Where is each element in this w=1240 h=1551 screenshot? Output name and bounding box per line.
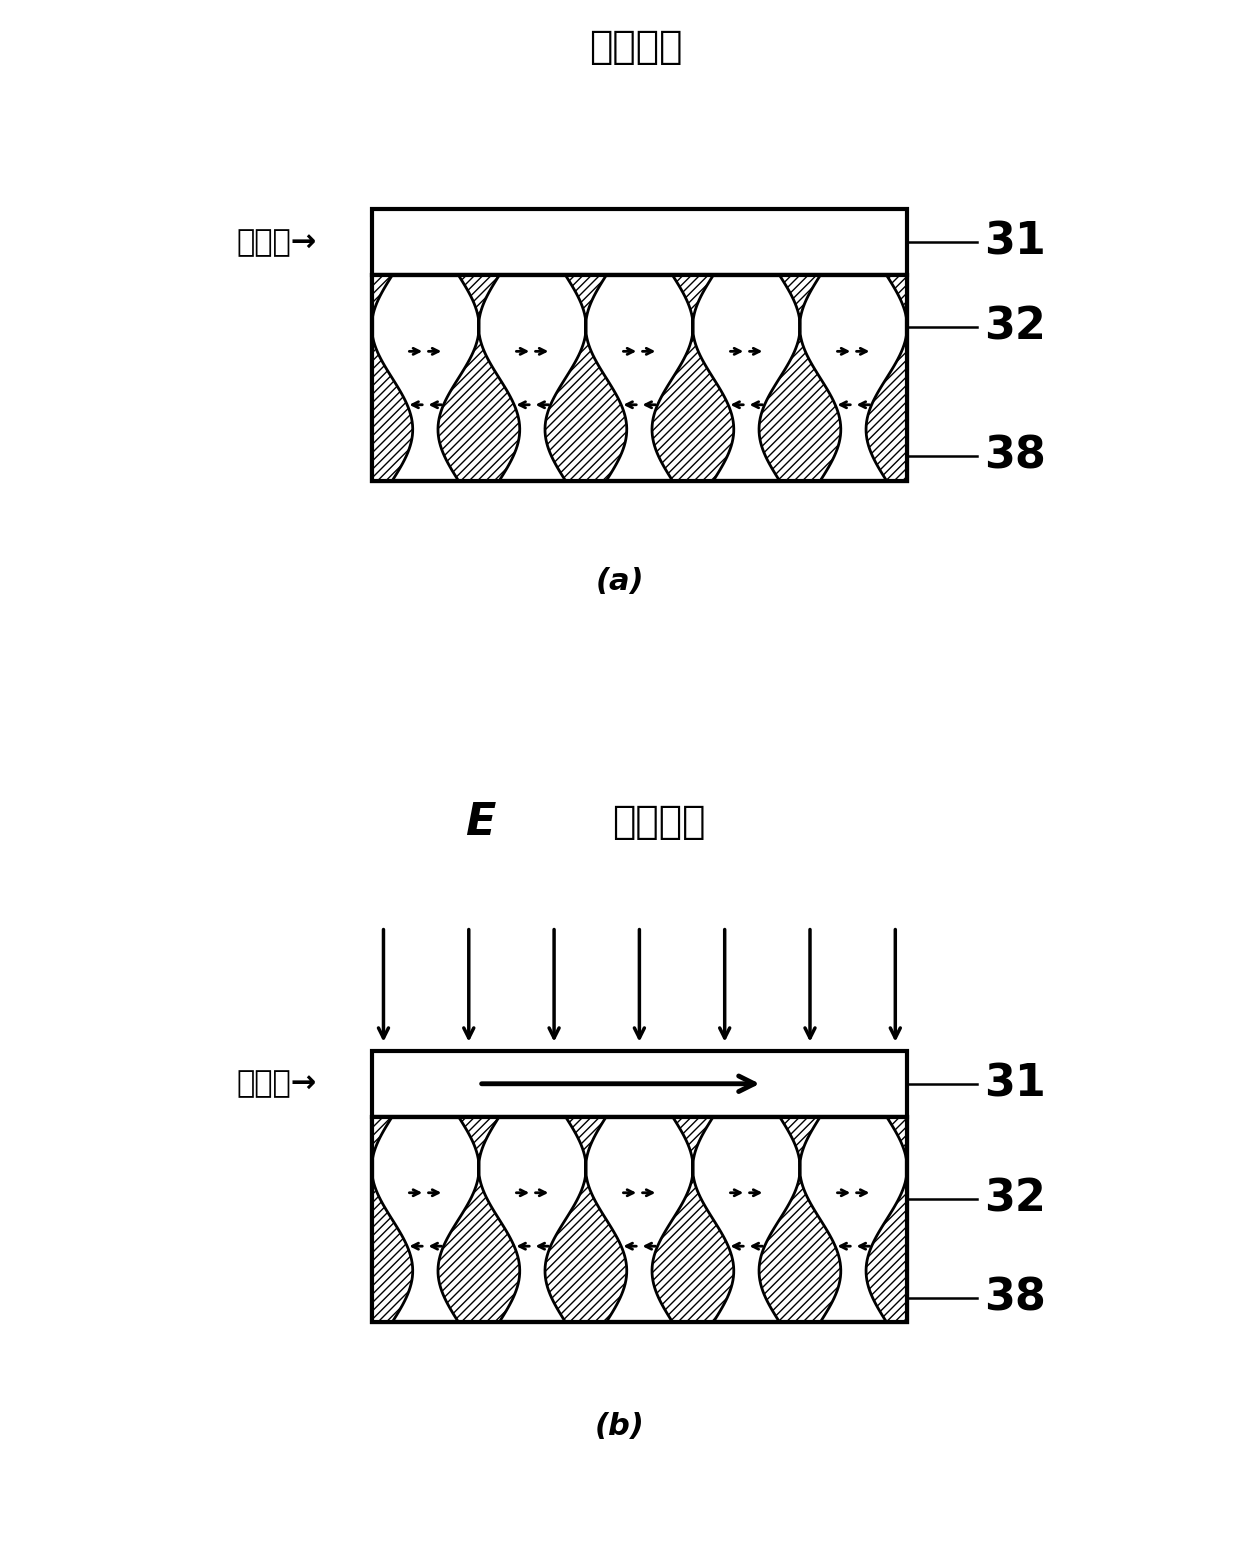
Bar — [372, 1052, 906, 1117]
Text: 31: 31 — [985, 1062, 1047, 1106]
Polygon shape — [759, 1117, 841, 1321]
Bar — [372, 276, 906, 481]
Polygon shape — [372, 276, 413, 481]
Text: 加电场时: 加电场时 — [613, 803, 706, 841]
Text: 顺磁态→: 顺磁态→ — [236, 228, 316, 257]
Text: (b): (b) — [595, 1413, 645, 1441]
Text: 加电场前: 加电场前 — [589, 28, 682, 65]
Text: 铁磁态→: 铁磁态→ — [236, 1069, 316, 1098]
Bar — [372, 1117, 906, 1321]
Text: E: E — [465, 800, 496, 844]
Bar — [372, 1117, 906, 1321]
Text: 38: 38 — [985, 1276, 1047, 1318]
Bar — [372, 276, 906, 481]
Bar — [372, 209, 906, 275]
Polygon shape — [438, 1117, 520, 1321]
Polygon shape — [546, 1117, 626, 1321]
Text: 32: 32 — [985, 306, 1047, 347]
Polygon shape — [759, 276, 841, 481]
Polygon shape — [438, 276, 520, 481]
Polygon shape — [546, 276, 626, 481]
Text: 31: 31 — [985, 220, 1047, 264]
Text: 32: 32 — [985, 1177, 1047, 1221]
Polygon shape — [866, 276, 906, 481]
Text: (a): (a) — [595, 568, 645, 596]
Polygon shape — [866, 1117, 906, 1321]
Polygon shape — [652, 1117, 734, 1321]
Polygon shape — [652, 276, 734, 481]
Polygon shape — [372, 1117, 413, 1321]
Text: 38: 38 — [985, 434, 1047, 478]
